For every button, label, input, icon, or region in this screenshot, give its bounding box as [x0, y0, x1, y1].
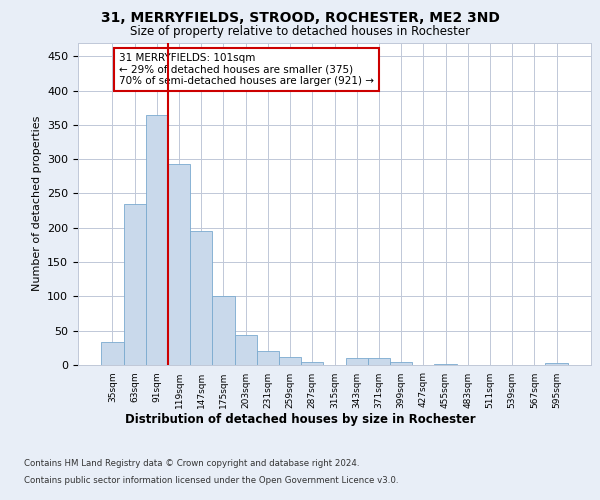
- Text: Distribution of detached houses by size in Rochester: Distribution of detached houses by size …: [125, 412, 475, 426]
- Bar: [279, 358, 301, 365]
- Bar: [301, 362, 323, 365]
- Bar: [124, 204, 146, 365]
- Bar: [257, 352, 279, 365]
- Bar: [168, 164, 190, 365]
- Bar: [146, 114, 168, 365]
- Bar: [434, 364, 457, 365]
- Text: Contains HM Land Registry data © Crown copyright and database right 2024.: Contains HM Land Registry data © Crown c…: [24, 458, 359, 468]
- Bar: [346, 358, 368, 365]
- Bar: [368, 358, 390, 365]
- Bar: [212, 296, 235, 365]
- Text: Size of property relative to detached houses in Rochester: Size of property relative to detached ho…: [130, 25, 470, 38]
- Bar: [101, 342, 124, 365]
- Bar: [235, 335, 257, 365]
- Y-axis label: Number of detached properties: Number of detached properties: [32, 116, 41, 292]
- Text: Contains public sector information licensed under the Open Government Licence v3: Contains public sector information licen…: [24, 476, 398, 485]
- Text: 31, MERRYFIELDS, STROOD, ROCHESTER, ME2 3ND: 31, MERRYFIELDS, STROOD, ROCHESTER, ME2 …: [101, 11, 499, 25]
- Bar: [390, 362, 412, 365]
- Text: 31 MERRYFIELDS: 101sqm
← 29% of detached houses are smaller (375)
70% of semi-de: 31 MERRYFIELDS: 101sqm ← 29% of detached…: [119, 53, 374, 86]
- Bar: [545, 363, 568, 365]
- Bar: [190, 230, 212, 365]
